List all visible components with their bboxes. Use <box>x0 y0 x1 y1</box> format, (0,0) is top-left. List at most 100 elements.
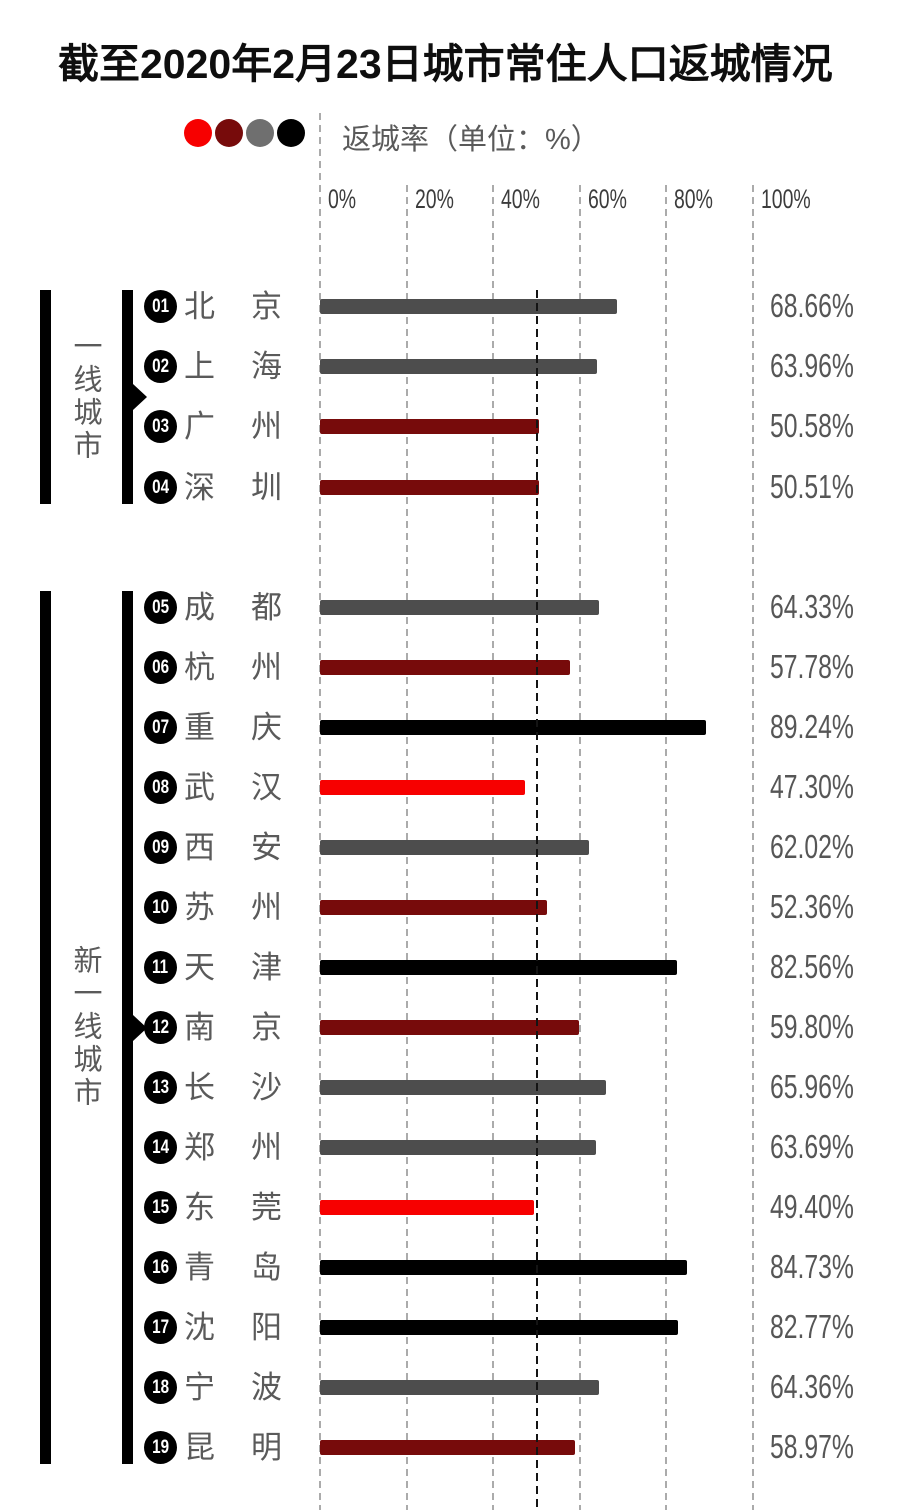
rank-number: 10 <box>152 896 169 918</box>
gridline-100pct <box>752 185 754 1510</box>
bar <box>320 1080 606 1095</box>
rank-number: 19 <box>152 1436 169 1458</box>
city-name-char: 明 <box>251 1430 282 1465</box>
bar <box>320 1440 576 1455</box>
rank-badge: 01 <box>144 290 177 323</box>
threshold-line-50pct <box>535 290 538 1510</box>
axis-tick-label: 0% <box>328 184 357 214</box>
city-name-char: 海 <box>251 349 282 384</box>
city-name: 深圳 <box>184 471 282 504</box>
city-name: 长沙 <box>184 1071 282 1104</box>
value-label: 50.51% <box>770 468 854 505</box>
city-name-char: 莞 <box>251 1190 282 1225</box>
rank-number: 06 <box>152 656 169 678</box>
value-label: 64.36% <box>770 1368 854 1405</box>
value-label: 63.69% <box>770 1128 854 1165</box>
city-name-char: 上 <box>184 349 215 384</box>
city-name: 广州 <box>184 410 282 443</box>
rank-badge: 18 <box>144 1371 177 1404</box>
bar <box>320 960 678 975</box>
city-name-char: 武 <box>184 770 215 805</box>
rank-number: 05 <box>152 596 169 618</box>
city-name-char: 沈 <box>184 1310 215 1345</box>
rank-badge: 11 <box>144 951 177 984</box>
city-name-char: 深 <box>184 470 215 505</box>
city-name-char: 成 <box>184 590 215 625</box>
city-name: 南京 <box>184 1011 282 1044</box>
city-name: 上海 <box>184 350 282 383</box>
rank-badge: 06 <box>144 651 177 684</box>
group-label: 一线城市 <box>69 331 101 463</box>
value-label: 47.30% <box>770 768 854 805</box>
city-name: 郑州 <box>184 1131 282 1164</box>
bar <box>320 419 539 434</box>
bar <box>320 720 707 735</box>
rank-number: 17 <box>152 1316 169 1338</box>
city-name-char: 杭 <box>184 650 215 685</box>
bar <box>320 1380 599 1395</box>
rank-badge: 12 <box>144 1011 177 1044</box>
group-label-box: 一线城市 <box>60 290 110 504</box>
value-label: 63.96% <box>770 347 854 384</box>
legend-unit-label: 返城率（单位：%） <box>342 124 600 156</box>
bar <box>320 780 525 795</box>
axis-tick-label: 60% <box>587 184 627 214</box>
city-name-char: 沙 <box>251 1070 282 1105</box>
city-name-char: 州 <box>251 650 282 685</box>
value-label: 58.97% <box>770 1428 854 1465</box>
bar <box>320 299 618 314</box>
rank-number: 14 <box>152 1136 169 1158</box>
rank-badge: 04 <box>144 471 177 504</box>
rank-badge: 16 <box>144 1251 177 1284</box>
city-name-char: 长 <box>184 1070 215 1105</box>
rank-number: 03 <box>152 415 169 437</box>
city-name-char: 北 <box>184 289 215 324</box>
group-arrow <box>133 1014 147 1041</box>
group-bracket-outer <box>40 290 51 504</box>
rank-badge: 05 <box>144 591 177 624</box>
city-name-char: 重 <box>184 710 215 745</box>
axis-tick-label: 100% <box>761 184 811 214</box>
bar <box>320 600 599 615</box>
bar <box>320 1320 679 1335</box>
rank-number: 11 <box>152 956 169 978</box>
city-name-char: 东 <box>184 1190 215 1225</box>
city-name-char: 京 <box>251 289 282 324</box>
rank-number: 04 <box>152 476 169 498</box>
rank-badge: 08 <box>144 771 177 804</box>
rank-number: 01 <box>152 295 169 317</box>
rank-number: 02 <box>152 355 169 377</box>
bar <box>320 1260 687 1275</box>
rank-badge: 19 <box>144 1431 177 1464</box>
group-label-box: 新一线城市 <box>60 591 110 1464</box>
city-name-char: 天 <box>184 950 215 985</box>
gridline-80pct <box>665 185 668 1510</box>
rank-badge: 03 <box>144 410 177 443</box>
city-name-char: 昆 <box>184 1430 215 1465</box>
legend-dot-0 <box>184 119 212 147</box>
gridline-0pct <box>319 113 321 1510</box>
chart-title: 截至2020年2月23日城市常住人口返城情况 <box>58 41 833 87</box>
axis-tick-label: 80% <box>674 184 714 214</box>
city-name-char: 汉 <box>251 770 282 805</box>
city-name: 北京 <box>184 290 282 323</box>
rank-number: 08 <box>152 776 169 798</box>
city-name: 苏州 <box>184 891 282 924</box>
city-name: 成都 <box>184 591 282 624</box>
city-name: 沈阳 <box>184 1311 282 1344</box>
value-label: 65.96% <box>770 1068 854 1105</box>
city-name-char: 阳 <box>251 1310 282 1345</box>
city-name-char: 西 <box>184 830 215 865</box>
city-name-char: 安 <box>251 830 282 865</box>
value-label: 52.36% <box>770 888 854 925</box>
value-label: 62.02% <box>770 828 854 865</box>
rank-badge: 07 <box>144 711 177 744</box>
city-name-char: 州 <box>251 1130 282 1165</box>
city-name-char: 岛 <box>251 1250 282 1285</box>
city-name-char: 宁 <box>184 1370 215 1405</box>
bar <box>320 660 571 675</box>
group-bracket-inner <box>122 290 133 504</box>
rank-number: 16 <box>152 1256 169 1278</box>
value-label: 59.80% <box>770 1008 854 1045</box>
